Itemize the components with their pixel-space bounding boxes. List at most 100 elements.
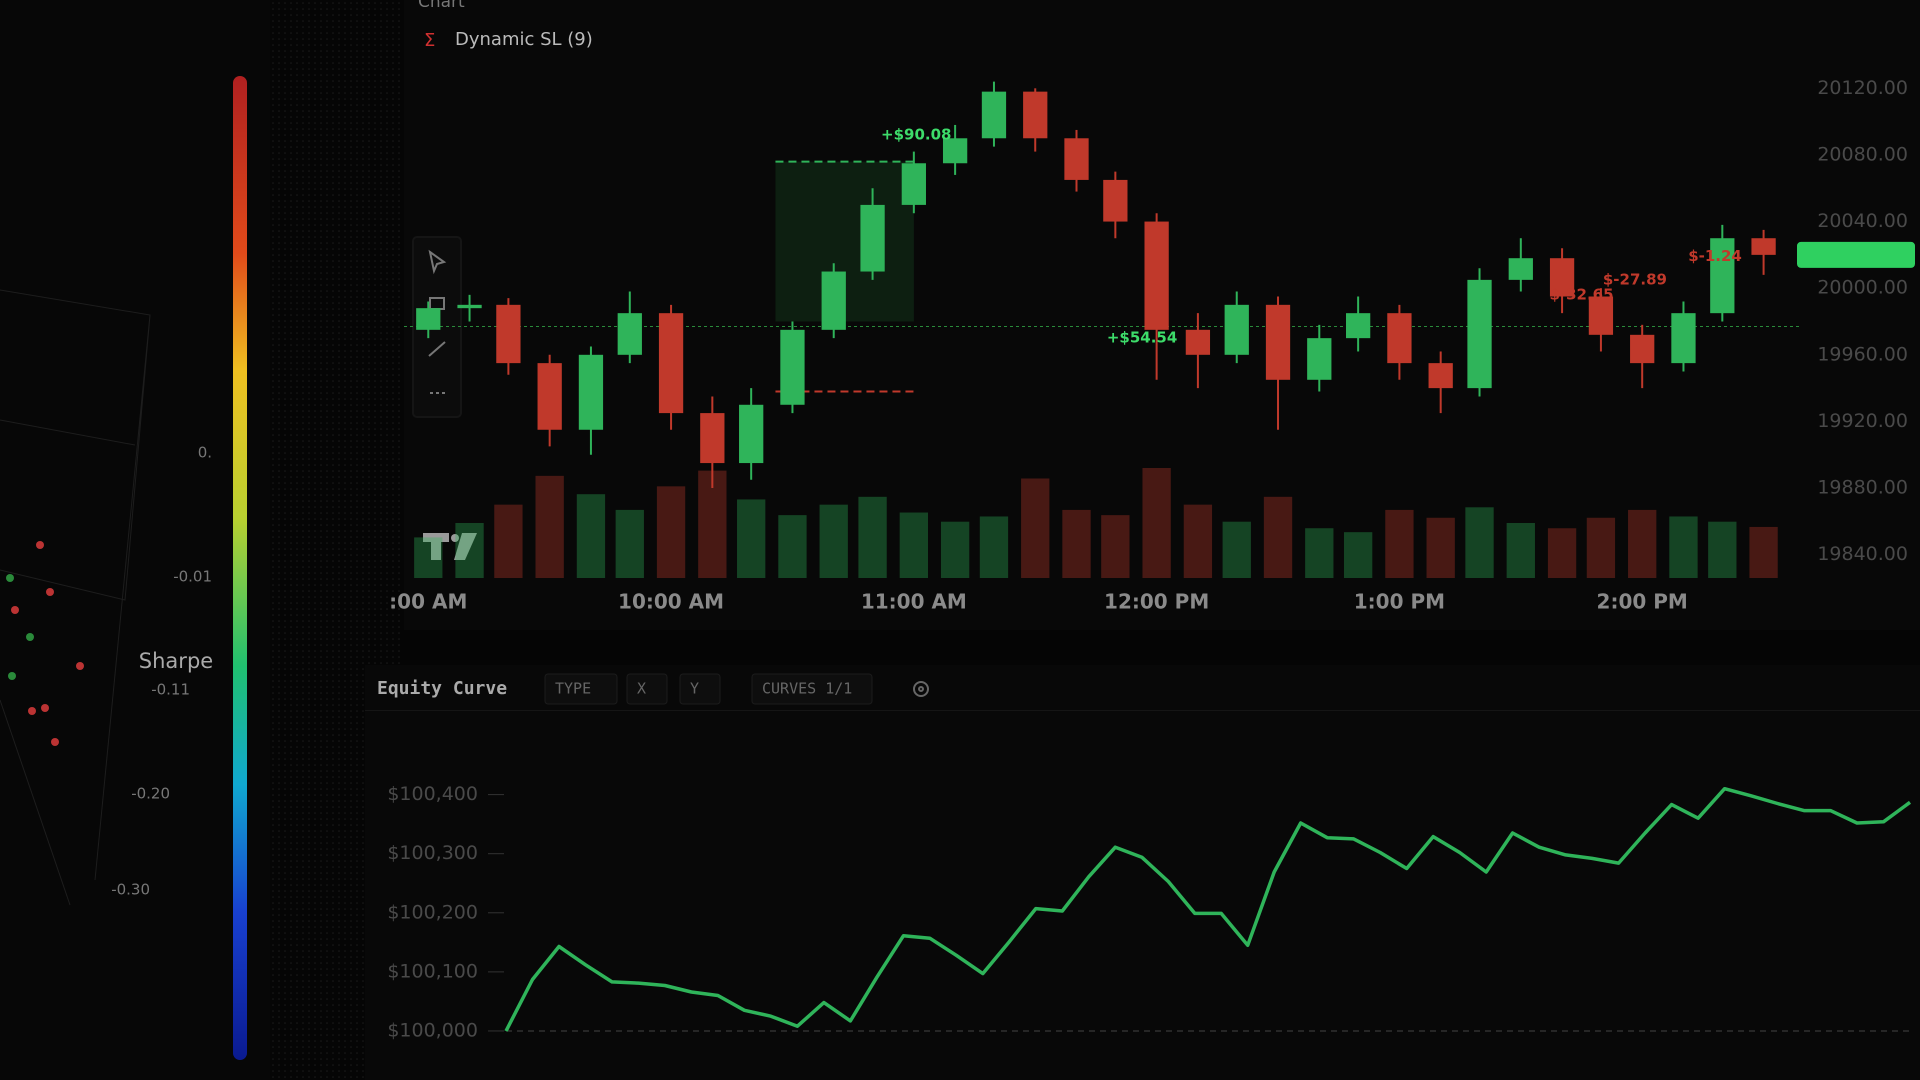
volume-bar [899, 512, 929, 578]
surface-points [6, 541, 84, 746]
volume-bar [414, 537, 443, 578]
volume-bar [1021, 478, 1050, 578]
volume-bar [1142, 468, 1171, 578]
candle-body [821, 271, 846, 330]
volume-bar [778, 515, 807, 578]
volume-bar [1628, 509, 1657, 578]
candle-body [1345, 313, 1371, 339]
trade-pnl-label: +$54.54 [1107, 329, 1177, 347]
volume-bar [1669, 516, 1698, 578]
candle-body [1751, 238, 1776, 255]
candle-body [1144, 221, 1169, 330]
candle-body [780, 329, 805, 405]
x-tick-label: 1:00 PM [1354, 590, 1445, 614]
tradingview-logo [423, 533, 477, 560]
candle-body [1549, 258, 1575, 297]
volume-bar [1708, 521, 1737, 578]
control-button[interactable] [751, 673, 873, 705]
colorbar-tick-label: -0.20 [131, 785, 170, 803]
separator [365, 710, 1920, 711]
volume-bar [1506, 523, 1535, 578]
colorbar-tick-label: -0.01 [173, 568, 212, 586]
control-button[interactable] [626, 673, 668, 705]
volume-bar [535, 475, 564, 578]
equity-line [504, 786, 1912, 1032]
candle-body [942, 138, 968, 164]
surface-panel [0, 0, 270, 1080]
y-tick-label: $100,000 [387, 1019, 478, 1041]
candle-body [1307, 338, 1332, 380]
indicator-icon: Σ [424, 30, 435, 51]
indicator-name[interactable]: Dynamic SL (9) [455, 29, 593, 50]
volume-bar [1749, 526, 1778, 578]
control-label[interactable]: Y [690, 680, 699, 698]
volume-bar [1586, 517, 1616, 578]
volume-bar [455, 523, 484, 578]
candle-body [658, 313, 684, 414]
control-label[interactable]: TYPE [555, 680, 591, 698]
volume-bar [1263, 496, 1293, 578]
y-tick-label: $100,300 [387, 842, 478, 864]
colorbar [233, 76, 247, 1060]
y-tick-label: 19840.00 [1817, 543, 1908, 565]
x-tick-label: 11:00 AM [861, 590, 967, 614]
y-tick-label: 19960.00 [1817, 343, 1908, 365]
candle-body [617, 313, 642, 355]
panel-title: Equity Curve [377, 678, 507, 699]
x-tick-label: 12:00 PM [1104, 590, 1209, 614]
y-tick-label: $100,400 [387, 783, 478, 805]
candle-body [700, 413, 725, 464]
candle-body [1224, 304, 1249, 355]
volume-bar [1385, 509, 1414, 578]
y-tick-label: 20120.00 [1817, 77, 1908, 99]
last-price-marker [1797, 241, 1915, 268]
control-button[interactable] [544, 673, 618, 705]
candle-body [416, 308, 441, 330]
colorbar-tick-label: 0. [198, 444, 212, 462]
volume-bar [737, 499, 766, 578]
volume-bar [819, 504, 848, 578]
volume-bar [494, 504, 523, 578]
colorbar-tick-label: -0.30 [111, 881, 150, 899]
trade-pnl-label: +$90.08 [881, 125, 951, 143]
y-tick-label: 19880.00 [1817, 477, 1908, 499]
volume-bar [1343, 532, 1373, 578]
control-label[interactable]: CURVES 1/1 [762, 680, 852, 698]
control-label[interactable]: X [637, 680, 646, 698]
candle-body [1467, 279, 1492, 389]
x-tick-label: 2:00 PM [1597, 590, 1688, 614]
control-button[interactable] [679, 673, 721, 705]
candle-body [1428, 363, 1453, 389]
y-tick-label: $100,100 [387, 960, 478, 982]
candle-body [1265, 304, 1291, 380]
settings-button[interactable] [913, 681, 929, 697]
panel-title: Chart [418, 0, 465, 12]
volume-bar [940, 521, 970, 578]
candle-body [1630, 334, 1655, 364]
candle-body [1508, 258, 1533, 280]
y-tick-label: $100,200 [387, 901, 478, 923]
volume-bar [576, 494, 606, 578]
colorbar-tick-label: -0.11 [151, 681, 190, 699]
volume-bar [615, 509, 644, 578]
candle-body [981, 91, 1007, 139]
y-tick-label: 20080.00 [1817, 143, 1908, 165]
volume-bar [1062, 509, 1091, 578]
y-tick-label: 19920.00 [1817, 410, 1908, 432]
volume-bar [1426, 517, 1455, 578]
y-tick-label: 20040.00 [1817, 210, 1908, 232]
candle-body [901, 163, 926, 205]
candle-body [1103, 179, 1128, 222]
volume-bar [1305, 528, 1334, 578]
candle-body [1387, 313, 1412, 364]
candle-body [1588, 296, 1614, 335]
volume-bar [1101, 515, 1130, 578]
trade-pnl-label: $-27.89 [1603, 270, 1667, 288]
candle-body [1710, 238, 1735, 314]
surface-3d-frame [0, 289, 151, 906]
candle-body [739, 404, 764, 464]
candle-body [578, 354, 604, 430]
volume-bar [698, 470, 727, 578]
volume-bar [656, 486, 686, 578]
